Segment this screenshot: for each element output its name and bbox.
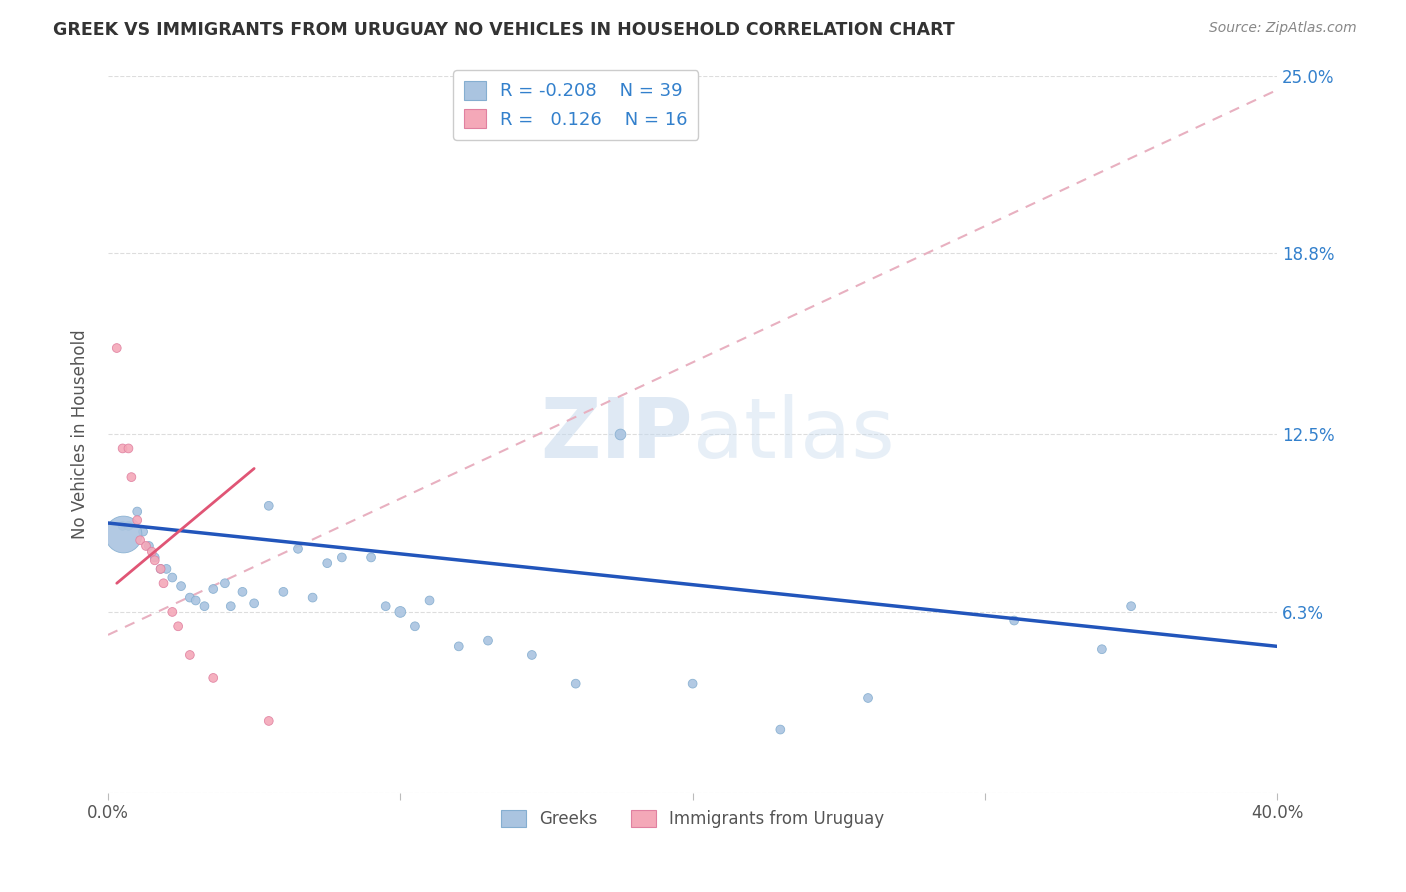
Point bbox=[149, 562, 172, 576]
Point bbox=[287, 541, 309, 556]
Point bbox=[138, 539, 160, 553]
Point bbox=[111, 527, 134, 541]
Point bbox=[117, 442, 139, 456]
Point bbox=[219, 599, 242, 614]
Point bbox=[214, 576, 236, 591]
Legend: Greeks, Immigrants from Uruguay: Greeks, Immigrants from Uruguay bbox=[495, 803, 891, 835]
Text: ZIP: ZIP bbox=[540, 393, 693, 475]
Point bbox=[273, 585, 295, 599]
Point bbox=[162, 570, 184, 584]
Point bbox=[170, 579, 193, 593]
Point bbox=[129, 533, 152, 548]
Point bbox=[1002, 614, 1025, 628]
Point bbox=[374, 599, 396, 614]
Point bbox=[162, 605, 184, 619]
Point bbox=[360, 550, 382, 565]
Point bbox=[132, 524, 155, 539]
Point bbox=[127, 504, 149, 518]
Point bbox=[564, 676, 586, 690]
Point bbox=[330, 550, 353, 565]
Point bbox=[243, 596, 266, 610]
Point bbox=[520, 648, 543, 662]
Point bbox=[143, 553, 166, 567]
Point bbox=[155, 562, 177, 576]
Point bbox=[120, 470, 142, 484]
Point bbox=[135, 539, 157, 553]
Point bbox=[856, 691, 879, 706]
Point bbox=[389, 605, 412, 619]
Text: GREEK VS IMMIGRANTS FROM URUGUAY NO VEHICLES IN HOUSEHOLD CORRELATION CHART: GREEK VS IMMIGRANTS FROM URUGUAY NO VEHI… bbox=[53, 21, 955, 38]
Point bbox=[769, 723, 792, 737]
Point bbox=[127, 513, 149, 527]
Point bbox=[179, 648, 201, 662]
Point bbox=[141, 544, 163, 558]
Point bbox=[419, 593, 441, 607]
Point bbox=[152, 576, 174, 591]
Point bbox=[231, 585, 253, 599]
Point bbox=[202, 671, 225, 685]
Point bbox=[477, 633, 499, 648]
Point bbox=[202, 582, 225, 596]
Point bbox=[111, 519, 134, 533]
Point bbox=[316, 556, 339, 570]
Point bbox=[184, 593, 207, 607]
Point bbox=[179, 591, 201, 605]
Point bbox=[167, 619, 190, 633]
Point bbox=[117, 519, 139, 533]
Point bbox=[1091, 642, 1114, 657]
Text: atlas: atlas bbox=[693, 393, 894, 475]
Point bbox=[609, 427, 631, 442]
Point bbox=[143, 550, 166, 565]
Point bbox=[105, 341, 128, 355]
Point bbox=[257, 714, 280, 728]
Point bbox=[447, 640, 470, 654]
Point bbox=[193, 599, 215, 614]
Point bbox=[301, 591, 323, 605]
Point bbox=[682, 676, 704, 690]
Y-axis label: No Vehicles in Household: No Vehicles in Household bbox=[72, 329, 89, 539]
Point bbox=[404, 619, 426, 633]
Point bbox=[1119, 599, 1142, 614]
Text: Source: ZipAtlas.com: Source: ZipAtlas.com bbox=[1209, 21, 1357, 35]
Point bbox=[149, 562, 172, 576]
Point bbox=[111, 442, 134, 456]
Point bbox=[257, 499, 280, 513]
